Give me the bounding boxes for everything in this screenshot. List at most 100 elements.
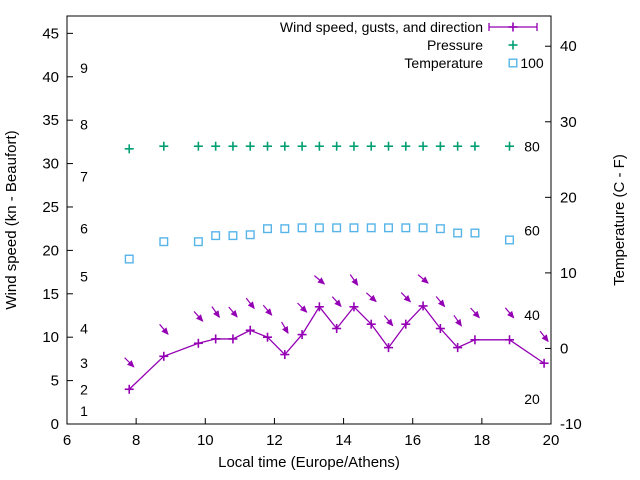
temperature-marker <box>435 224 445 234</box>
wind-speed-marker <box>453 343 463 353</box>
y2-tick-label: 40 <box>560 38 577 55</box>
wind-speed-marker <box>314 302 324 312</box>
wind-speed-marker <box>505 335 515 345</box>
legend-label-square: Temperature <box>404 55 483 71</box>
pressure-marker <box>332 141 342 151</box>
pressure-marker <box>470 141 480 151</box>
beaufort-label: 1 <box>80 403 88 419</box>
beaufort-label: 4 <box>80 321 88 337</box>
pressure-marker <box>297 141 307 151</box>
wind-speed-marker <box>193 338 203 348</box>
beaufort-label: 8 <box>80 117 88 133</box>
temperature-marker <box>263 224 273 234</box>
y-tick-label: 45 <box>42 25 59 42</box>
wind-speed-marker <box>470 335 480 345</box>
temperature-marker <box>453 228 463 238</box>
wind-direction-arrow <box>400 292 412 303</box>
wind-direction-arrow <box>262 304 273 316</box>
fahrenheit-scale-labels: 20 40 60 80 100 <box>520 55 544 407</box>
x-tick-label: 18 <box>474 432 491 449</box>
pressure-marker <box>349 141 359 151</box>
pressure-marker <box>418 141 428 151</box>
temperature-marker <box>228 231 238 241</box>
wind-direction-arrow <box>228 306 238 318</box>
x-axis-title: Local time (Europe/Athens) <box>218 454 400 471</box>
pressure-marker <box>384 141 394 151</box>
wind-speed-marker <box>366 319 376 329</box>
pressure-marker <box>453 141 463 151</box>
pressure-marker <box>505 141 515 151</box>
temperature-marker <box>384 223 394 233</box>
temperature-marker <box>418 223 428 233</box>
y2-axis-title: Temperature (C - F) <box>611 154 628 286</box>
pressure-series <box>124 141 515 154</box>
fahrenheit-label: 60 <box>524 223 540 239</box>
y-tick-label: 30 <box>42 156 59 173</box>
wind-speed-marker <box>418 301 428 311</box>
y-tick-label: 35 <box>42 112 59 129</box>
wind-direction-arrow <box>417 274 429 284</box>
pressure-marker <box>124 144 134 154</box>
fahrenheit-label: 20 <box>524 391 540 407</box>
wind-speed-marker <box>228 334 238 344</box>
wind-speed-marker <box>245 325 255 335</box>
wind-direction-arrow <box>470 307 480 319</box>
wind-speed-marker <box>401 319 411 329</box>
pressure-marker <box>263 141 273 151</box>
wind-speed-marker <box>332 324 342 334</box>
wind-direction-arrow <box>365 292 377 303</box>
wind-direction-arrow <box>349 274 359 286</box>
fahrenheit-label: 40 <box>524 307 540 323</box>
wind-direction-arrow <box>539 330 549 343</box>
y-tick-label: 40 <box>42 69 59 86</box>
y-tick-label: 20 <box>42 242 59 259</box>
wind-speed-marker <box>349 302 359 312</box>
y2-tick-label: 20 <box>560 189 577 206</box>
wind-direction-arrow <box>453 314 462 327</box>
wind-speed-marker <box>435 324 445 334</box>
x-tick-label: 16 <box>404 432 421 449</box>
temperature-marker <box>124 254 134 264</box>
y2-tick-label: 0 <box>560 340 568 357</box>
y2-tick-label: 30 <box>560 114 577 131</box>
pressure-marker <box>280 141 290 151</box>
wind-speed-marker <box>263 332 273 342</box>
y-tick-label: 25 <box>42 199 59 216</box>
wind-direction-arrow <box>193 311 204 322</box>
wind-direction-arrow <box>245 297 255 310</box>
wind-speed-marker <box>124 384 134 394</box>
pressure-marker <box>401 141 411 151</box>
pressure-marker <box>228 141 238 151</box>
beaufort-scale-labels: 1 2 3 4 5 6 7 8 9 <box>80 60 88 419</box>
x-tick-label: 6 <box>63 432 71 449</box>
beaufort-label: 7 <box>80 169 88 185</box>
temperature-marker <box>401 223 411 233</box>
wind-direction-arrow <box>211 306 220 319</box>
y2-tick-label: 10 <box>560 265 577 282</box>
pressure-marker <box>435 141 445 151</box>
wind-direction-arrow <box>124 357 135 368</box>
temperature-marker <box>314 223 324 233</box>
temperature-marker <box>470 228 480 238</box>
temperature-marker <box>193 237 203 247</box>
temperature-series <box>124 223 515 264</box>
beaufort-label: 9 <box>80 60 88 76</box>
wind-speed-marker <box>159 351 169 361</box>
y2-tick-label: -10 <box>560 416 582 433</box>
beaufort-label: 6 <box>80 221 88 237</box>
x-tick-label: 8 <box>132 432 140 449</box>
temperature-marker <box>349 223 359 233</box>
wind-speed-marker <box>211 334 221 344</box>
temperature-marker <box>366 223 376 233</box>
wind-speed-marker <box>280 350 290 360</box>
wind-speed-marker <box>297 330 307 340</box>
y2-axis-ticks: -10 0 10 20 30 40 <box>545 38 582 433</box>
wind-direction-arrow <box>159 323 169 336</box>
pressure-marker <box>314 141 324 151</box>
wind-direction-arrow <box>314 275 326 285</box>
x-tick-label: 20 <box>543 432 560 449</box>
pressure-marker <box>366 141 376 151</box>
pressure-marker <box>159 141 169 151</box>
